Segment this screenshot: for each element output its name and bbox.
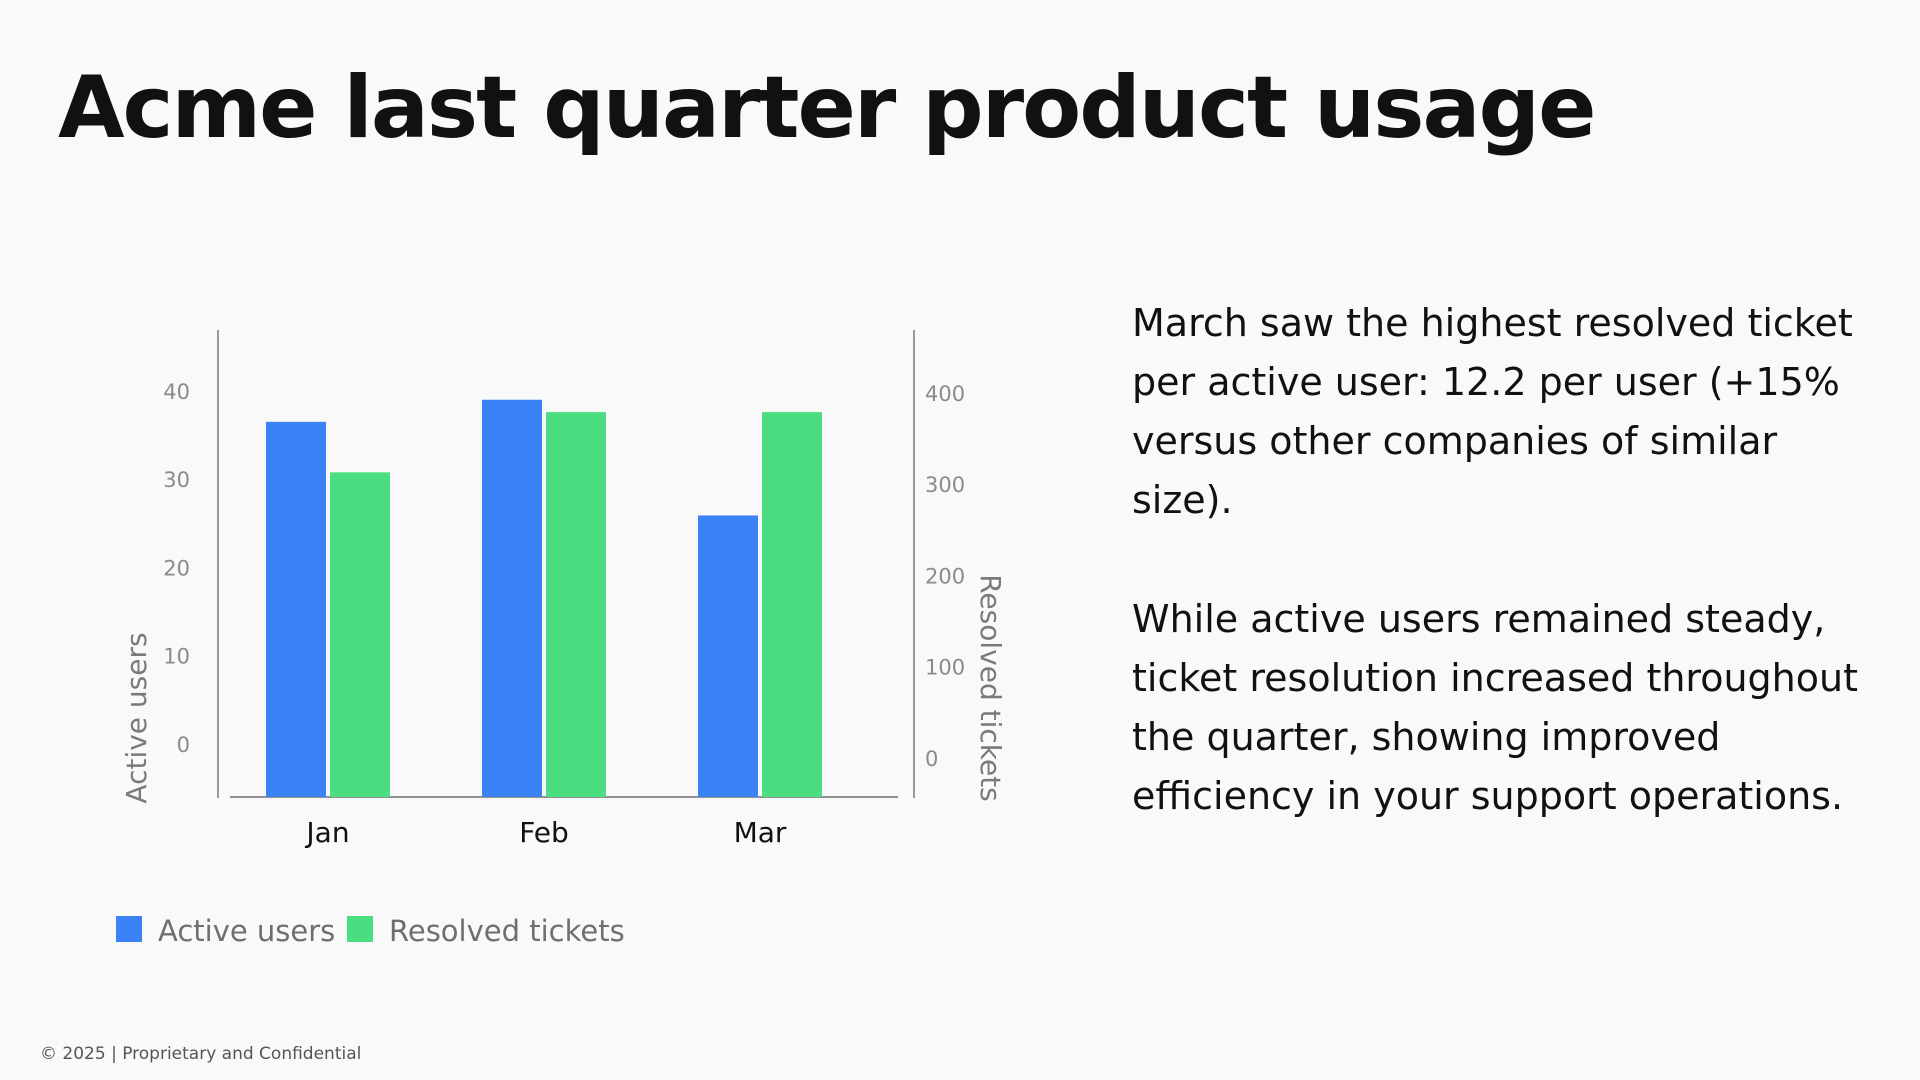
right-axis-title: Resolved tickets bbox=[974, 574, 1007, 802]
chart-legend: Active users Resolved tickets bbox=[116, 914, 625, 948]
left-tick-label: 0 bbox=[177, 733, 190, 757]
category-labels: Jan Feb Mar bbox=[304, 816, 786, 849]
left-axis-title: Active users bbox=[120, 632, 153, 803]
legend-swatch-resolved-tickets bbox=[347, 916, 373, 942]
left-tick-label: 30 bbox=[163, 468, 190, 492]
left-axis-ticks: 0 10 20 30 40 bbox=[163, 380, 190, 757]
bar-active-users-mar bbox=[698, 515, 758, 797]
right-tick-label: 100 bbox=[925, 656, 965, 680]
legend-swatch-active-users bbox=[116, 916, 142, 942]
footer-copyright: © 2025 | Proprietary and Confidential bbox=[40, 1044, 362, 1064]
page-title: Acme last quarter product usage bbox=[58, 58, 1596, 158]
right-tick-label: 300 bbox=[925, 473, 965, 497]
bar-resolved-tickets-jan bbox=[330, 472, 390, 797]
bar-resolved-tickets-feb bbox=[546, 412, 606, 797]
legend-label-active-users: Active users bbox=[158, 914, 335, 948]
right-tick-label: 400 bbox=[925, 382, 965, 406]
legend-label-resolved-tickets: Resolved tickets bbox=[389, 914, 625, 948]
right-axis-ticks: 0 100 200 300 400 bbox=[925, 382, 965, 771]
bar-active-users-feb bbox=[482, 399, 542, 797]
insight-panel: March saw the highest resolved ticket pe… bbox=[1132, 294, 1872, 886]
chart-bars bbox=[266, 399, 822, 797]
bar-resolved-tickets-mar bbox=[762, 412, 822, 797]
bar-chart: 0 10 20 30 40 0 100 200 300 400 Jan Feb Mar Active… bbox=[116, 330, 1007, 948]
category-label-jan: Jan bbox=[304, 816, 349, 849]
insight-paragraph-2: While active users remained steady, tick… bbox=[1132, 597, 1858, 818]
category-label-feb: Feb bbox=[519, 816, 569, 849]
right-tick-label: 200 bbox=[925, 564, 965, 588]
left-tick-label: 20 bbox=[163, 556, 190, 580]
category-label-mar: Mar bbox=[734, 816, 787, 849]
left-tick-label: 10 bbox=[163, 645, 190, 669]
insight-paragraph-1: March saw the highest resolved ticket pe… bbox=[1132, 301, 1853, 522]
bar-active-users-jan bbox=[266, 421, 326, 797]
right-tick-label: 0 bbox=[925, 747, 938, 771]
left-tick-label: 40 bbox=[163, 380, 190, 404]
